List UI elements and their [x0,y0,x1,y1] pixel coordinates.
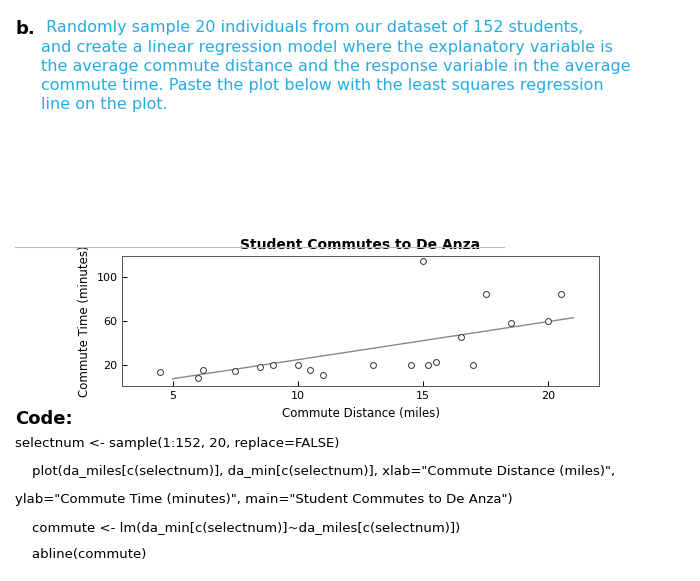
Point [267,360,279,370]
Point [555,289,566,299]
Point [192,373,203,382]
Point [368,360,379,370]
Point [505,318,517,328]
Text: abline(commute): abline(commute) [15,548,147,561]
Text: selectnum <- sample(1:152, 20, replace=FALSE): selectnum <- sample(1:152, 20, replace=F… [15,437,339,450]
Y-axis label: Commute Time (minutes): Commute Time (minutes) [78,245,91,397]
Point [293,360,304,370]
Point [405,360,416,370]
Point [417,256,428,266]
Point [468,360,479,370]
Title: Student Commutes to De Anza: Student Commutes to De Anza [240,238,481,252]
X-axis label: Commute Distance (miles): Commute Distance (miles) [281,407,440,420]
Point [304,365,316,375]
Point [255,362,266,371]
Point [197,365,209,375]
Text: commute <- lm(da_min[c(selectnum)]~da_miles[c(selectnum)]): commute <- lm(da_min[c(selectnum)]~da_mi… [15,521,461,533]
Point [455,333,466,342]
Point [317,371,328,380]
Point [542,316,554,325]
Point [430,358,441,367]
Point [423,360,434,370]
Text: plot(da_miles[c(selectnum)], da_min[c(selectnum)], xlab="Commute Distance (miles: plot(da_miles[c(selectnum)], da_min[c(se… [15,465,615,478]
Text: b.: b. [15,20,35,38]
Point [155,368,166,377]
Text: Randomly sample 20 individuals from our dataset of 152 students,
and create a li: Randomly sample 20 individuals from our … [41,20,630,112]
Text: ylab="Commute Time (minutes)", main="Student Commutes to De Anza"): ylab="Commute Time (minutes)", main="Stu… [15,493,513,505]
Text: Code:: Code: [15,410,73,428]
Point [480,289,491,299]
Point [230,367,241,376]
